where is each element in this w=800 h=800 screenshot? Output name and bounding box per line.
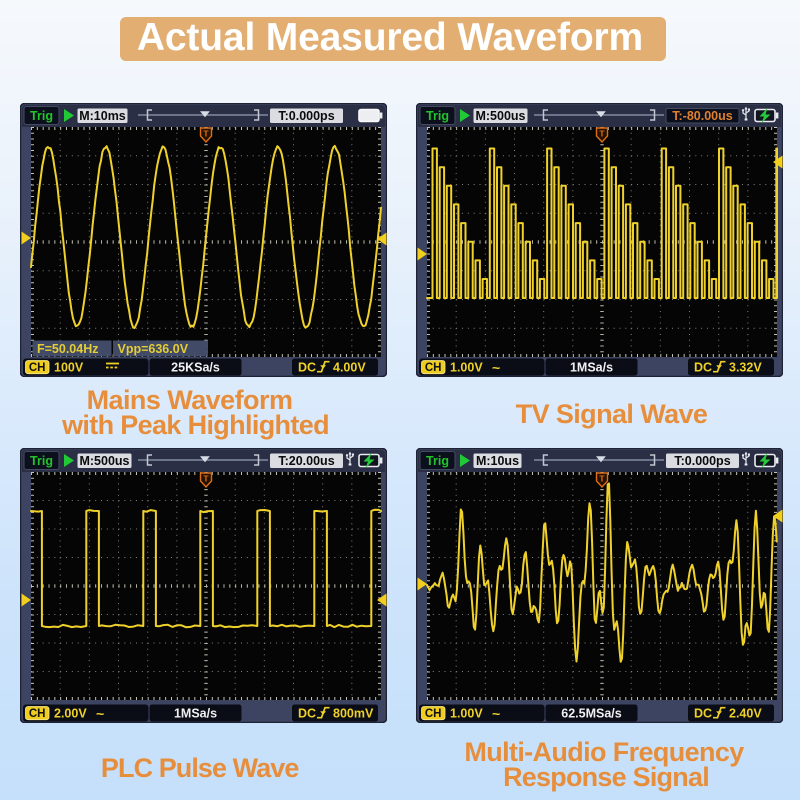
svg-text:~: ~ xyxy=(492,359,500,375)
svg-text:Trig: Trig xyxy=(426,109,449,123)
svg-text:CH: CH xyxy=(29,708,46,720)
svg-text:800mV: 800mV xyxy=(333,707,374,721)
svg-text:DC: DC xyxy=(694,707,712,721)
svg-text:CH: CH xyxy=(425,362,442,374)
svg-text:T: T xyxy=(599,474,605,484)
svg-text:Trig: Trig xyxy=(30,454,53,468)
svg-text:DC: DC xyxy=(298,707,316,721)
svg-text:1.00V: 1.00V xyxy=(450,707,483,721)
svg-text:Trig: Trig xyxy=(30,109,53,123)
svg-text:DC: DC xyxy=(694,361,712,375)
svg-text:1.00V: 1.00V xyxy=(450,361,483,375)
svg-text:CH: CH xyxy=(425,708,442,720)
svg-text:T: T xyxy=(203,474,209,484)
svg-text:100V: 100V xyxy=(54,361,84,375)
svg-text:4.00V: 4.00V xyxy=(333,361,366,375)
svg-text:T:20.00us: T:20.00us xyxy=(278,454,334,468)
svg-text:Trig: Trig xyxy=(426,454,449,468)
svg-text:T:0.000ps: T:0.000ps xyxy=(674,454,730,468)
svg-text:T:0.000ps: T:0.000ps xyxy=(278,109,334,123)
svg-text:T: T xyxy=(203,129,209,139)
svg-text:3.32V: 3.32V xyxy=(729,361,762,375)
svg-text:2.00V: 2.00V xyxy=(54,707,87,721)
svg-text:62.5MSa/s: 62.5MSa/s xyxy=(561,707,622,721)
svg-text:M:500us: M:500us xyxy=(79,454,129,468)
svg-text:~: ~ xyxy=(96,705,104,721)
svg-text:Vpp=636.0V: Vpp=636.0V xyxy=(118,342,189,356)
svg-text:T:-80.00us: T:-80.00us xyxy=(672,109,732,123)
svg-text:2.40V: 2.40V xyxy=(729,707,762,721)
svg-text:M:10ms: M:10ms xyxy=(79,109,126,123)
svg-text:DC: DC xyxy=(298,361,316,375)
svg-text:1MSa/s: 1MSa/s xyxy=(570,361,613,375)
svg-text:F=50.04Hz: F=50.04Hz xyxy=(37,342,99,356)
svg-text:~: ~ xyxy=(492,705,500,721)
svg-text:M:500us: M:500us xyxy=(475,109,525,123)
svg-text:M:10us: M:10us xyxy=(476,454,519,468)
svg-text:25KSa/s: 25KSa/s xyxy=(171,361,220,375)
svg-text:CH: CH xyxy=(29,362,46,374)
svg-text:T: T xyxy=(599,129,605,139)
svg-text:1MSa/s: 1MSa/s xyxy=(174,707,217,721)
